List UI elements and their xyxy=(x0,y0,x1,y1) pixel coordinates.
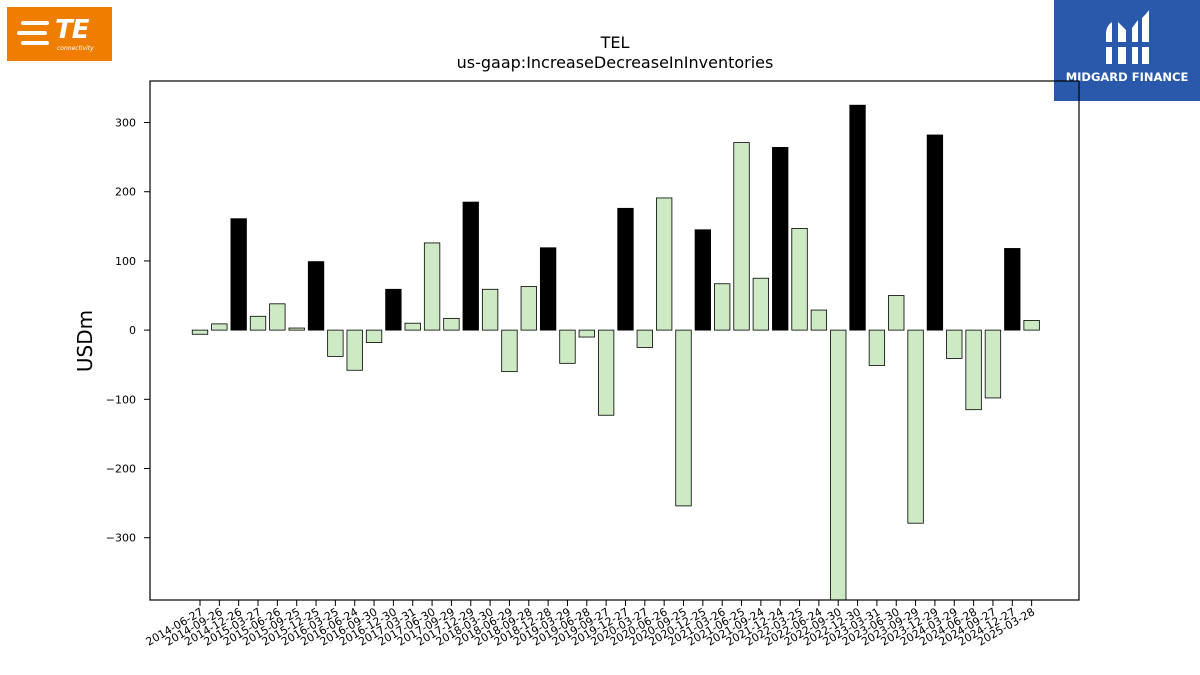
bar-2020-12-25 xyxy=(694,229,711,331)
bar-2015-06-26 xyxy=(269,303,286,331)
y-axis: −300 −200 −100 0 100 200 300 xyxy=(106,117,150,545)
bar-2019-12-27 xyxy=(617,207,634,331)
bar-2014-09-26 xyxy=(211,323,228,331)
bars-group xyxy=(191,104,1040,601)
y-tick-label: 0 xyxy=(129,324,136,337)
x-axis: 2014-06-272014-09-262014-12-262015-03-27… xyxy=(144,600,1037,649)
bar-2019-06-28 xyxy=(578,329,595,338)
bar-2015-09-25 xyxy=(288,327,305,331)
bar-2021-06-25 xyxy=(733,142,750,331)
bar-2016-06-24 xyxy=(346,329,363,371)
midgard-logo-text: MIDGARD FINANCE xyxy=(1065,70,1189,84)
bar-2017-09-29 xyxy=(443,317,460,331)
y-tick-label: −300 xyxy=(106,532,136,545)
y-tick-label: 200 xyxy=(115,186,136,199)
bar-2020-06-26 xyxy=(656,197,673,331)
bar-2016-09-30 xyxy=(365,329,383,343)
bar-2023-03-31 xyxy=(868,329,886,366)
bar-2023-09-29 xyxy=(907,329,924,524)
y-tick-label: 300 xyxy=(115,117,136,130)
chart-subtitle: us-gaap:IncreaseDecreaseInInventories xyxy=(457,53,774,72)
bar-2015-12-25 xyxy=(307,261,325,331)
te-connectivity-logo: TE connectivity xyxy=(7,7,112,61)
bar-2014-06-27 xyxy=(191,329,209,335)
bar-2024-12-27 xyxy=(1004,248,1021,331)
bar-2022-09-30 xyxy=(830,329,847,601)
bar-2019-09-27 xyxy=(597,329,615,416)
bar-2024-06-28 xyxy=(965,329,982,411)
midgard-finance-logo: MIDGARD FINANCE xyxy=(1054,0,1200,101)
bar-2023-06-30 xyxy=(888,295,905,331)
bar-2025-03-28 xyxy=(1023,320,1040,331)
y-tick-label: −200 xyxy=(106,463,136,476)
te-logo-subtext: connectivity xyxy=(57,45,94,52)
chart-title: TEL xyxy=(600,33,630,52)
te-logo-text: TE xyxy=(55,15,89,45)
bar-2016-12-30 xyxy=(385,288,402,331)
bar-2021-12-24 xyxy=(772,147,789,331)
y-tick-label: −100 xyxy=(106,393,136,406)
bar-2020-09-25 xyxy=(675,329,692,507)
bar-2023-12-29 xyxy=(926,134,944,331)
bar-2014-12-26 xyxy=(230,218,247,331)
bar-2022-12-30 xyxy=(849,104,866,331)
bar-2018-09-28 xyxy=(520,286,537,331)
midgard-emblem-icon xyxy=(1106,10,1149,64)
bar-2022-03-25 xyxy=(791,227,808,331)
bar-2022-06-24 xyxy=(810,309,828,331)
bar-2018-12-28 xyxy=(539,247,557,331)
bar-2016-03-25 xyxy=(327,329,344,357)
bar-2021-03-26 xyxy=(714,283,731,331)
bar-2024-03-29 xyxy=(946,329,963,359)
y-axis-label: USDm xyxy=(73,310,97,372)
bar-2017-06-30 xyxy=(423,242,441,331)
bar-2020-03-27 xyxy=(636,329,653,348)
bar-2024-09-27 xyxy=(984,329,1002,399)
bar-2021-09-24 xyxy=(752,277,770,331)
y-tick-label: 100 xyxy=(115,255,136,268)
bar-2017-12-29 xyxy=(462,201,479,331)
bar-2018-03-30 xyxy=(481,288,499,331)
bar-2017-03-31 xyxy=(404,322,421,331)
bar-2015-03-27 xyxy=(249,315,267,331)
bar-2018-06-29 xyxy=(501,329,518,373)
bar-2019-03-29 xyxy=(559,329,576,364)
plot-frame xyxy=(149,80,1080,601)
